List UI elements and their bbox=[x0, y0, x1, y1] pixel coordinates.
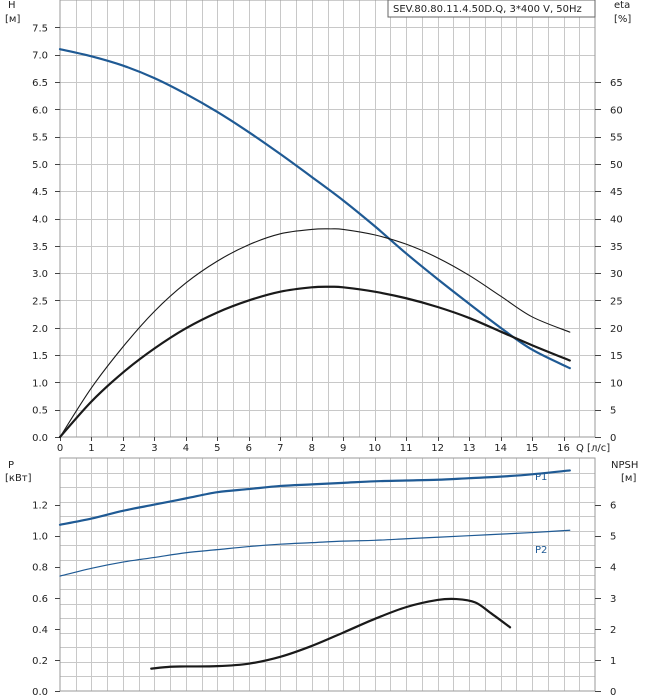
left-tick-label: 3.5 bbox=[32, 242, 48, 253]
right-tick-label: 1 bbox=[610, 656, 616, 667]
x-tick-label: 10 bbox=[368, 443, 381, 454]
left-tick-label: 0.8 bbox=[32, 563, 48, 574]
x-tick-label: 6 bbox=[246, 443, 252, 454]
left-tick-label: 3.0 bbox=[32, 269, 48, 280]
x-tick-label: 4 bbox=[183, 443, 189, 454]
q-axis-unit: Q [л/с] bbox=[576, 443, 610, 454]
left-tick-label: 1.0 bbox=[32, 378, 48, 389]
right-tick-label: 30 bbox=[610, 269, 623, 280]
right-tick-label: 5 bbox=[610, 532, 616, 543]
left-tick-label: 5.0 bbox=[32, 160, 48, 171]
left-tick-label: 2.5 bbox=[32, 296, 48, 307]
x-tick-label: 12 bbox=[431, 443, 444, 454]
left-tick-label: 1.5 bbox=[32, 351, 48, 362]
right-tick-label: 4 bbox=[610, 563, 616, 574]
x-tick-label: 11 bbox=[400, 443, 413, 454]
left-tick-label: 0.6 bbox=[32, 594, 48, 605]
left-tick-label: 0.0 bbox=[32, 687, 48, 698]
right-tick-label: 6 bbox=[610, 501, 616, 512]
right-tick-label: 2 bbox=[610, 625, 616, 636]
p-axis-ticks: 0.0 0.2 0.4 0.6 0.8 1.0 1.2 bbox=[32, 501, 60, 698]
upper-grid bbox=[60, 0, 595, 437]
x-tick-label: 5 bbox=[214, 443, 220, 454]
x-tick-label: 1 bbox=[88, 443, 94, 454]
upper-series-1-curve bbox=[59, 228, 571, 438]
head-efficiency-chart: 0.0 0.5 1.0 1.5 2.0 2.5 3.0 3.5 4.0 4.5 5.0 5.5 6.0 6… bbox=[5, 0, 631, 454]
x-tick-label: 2 bbox=[120, 443, 126, 454]
right-tick-label: 0 bbox=[610, 687, 616, 698]
legend-box bbox=[387, 0, 596, 18]
left-tick-label: 7.0 bbox=[32, 51, 48, 62]
left-tick-label: 0.2 bbox=[32, 656, 48, 667]
upper-plot-frame bbox=[59, 0, 596, 438]
lower-series-2-curve bbox=[150, 597, 512, 670]
p-axis-unit: [кВт] bbox=[5, 473, 32, 484]
h-axis-unit: [м] bbox=[5, 14, 20, 25]
left-tick-label: 5.5 bbox=[32, 133, 48, 144]
left-tick-label: 0.4 bbox=[32, 625, 48, 636]
npsh-axis-unit: [м] bbox=[621, 473, 636, 484]
power-npsh-chart: 0.0 0.2 0.4 0.6 0.8 1.0 1.2 0 1 2 3 4 5 6 P [кВт] NP… bbox=[5, 457, 638, 698]
npsh-axis-ticks: 0 1 2 3 4 5 6 bbox=[595, 501, 616, 698]
left-tick-label: 4.5 bbox=[32, 187, 48, 198]
p2-curve-label: P2 bbox=[535, 545, 547, 556]
x-tick-label: 0 bbox=[57, 443, 63, 454]
right-tick-label: 45 bbox=[610, 187, 623, 198]
right-tick-label: 0 bbox=[610, 433, 616, 444]
npsh-axis-label: NPSH bbox=[611, 460, 638, 471]
right-tick-label: 55 bbox=[610, 133, 623, 144]
upper-series bbox=[58, 48, 571, 439]
right-tick-label: 25 bbox=[610, 296, 623, 307]
right-tick-label: 35 bbox=[610, 242, 623, 253]
lower-plot-frame bbox=[59, 457, 596, 692]
x-tick-label: 3 bbox=[151, 443, 157, 454]
lower-grid bbox=[60, 458, 595, 691]
eta-axis-unit: [%] bbox=[614, 14, 631, 25]
left-tick-label: 1.0 bbox=[32, 532, 48, 543]
right-tick-label: 50 bbox=[610, 160, 623, 171]
p-axis-label: P bbox=[8, 460, 14, 471]
q-axis-ticks: 0 1 2 3 4 5 6 7 8 9 10 11 12 13 14 15 16 bbox=[57, 437, 570, 454]
left-tick-label: 6.5 bbox=[32, 78, 48, 89]
lower-series bbox=[58, 469, 571, 670]
p1-curve bbox=[58, 469, 571, 526]
x-tick-label: 9 bbox=[340, 443, 346, 454]
upper-series-2-curve bbox=[58, 285, 571, 439]
left-tick-label: 7.5 bbox=[32, 23, 48, 34]
h-axis-ticks: 0.0 0.5 1.0 1.5 2.0 2.5 3.0 3.5 4.0 4.5 5.0 5.5 6.0 6… bbox=[32, 23, 60, 444]
legend-pump-model: SEV.80.80.11.4.50D.Q, 3*400 V, 50Hz bbox=[393, 4, 582, 15]
eta-axis-label: eta bbox=[614, 0, 630, 11]
eta-axis-ticks: 0 5 10 15 20 25 30 35 40 45 50 55 60 65 bbox=[595, 78, 623, 444]
x-tick-label: 16 bbox=[557, 443, 570, 454]
left-tick-label: 6.0 bbox=[32, 105, 48, 116]
right-tick-label: 20 bbox=[610, 324, 623, 335]
right-tick-label: 60 bbox=[610, 105, 623, 116]
right-tick-label: 10 bbox=[610, 378, 623, 389]
left-tick-label: 2.0 bbox=[32, 324, 48, 335]
x-tick-label: 7 bbox=[277, 443, 283, 454]
x-tick-label: 14 bbox=[494, 443, 507, 454]
x-tick-label: 8 bbox=[309, 443, 315, 454]
right-tick-label: 65 bbox=[610, 78, 623, 89]
left-tick-label: 0.0 bbox=[32, 433, 48, 444]
left-tick-label: 0.5 bbox=[32, 406, 48, 417]
x-tick-label: 13 bbox=[463, 443, 476, 454]
x-tick-label: 15 bbox=[526, 443, 539, 454]
h-axis-label: H bbox=[8, 0, 16, 11]
right-tick-label: 40 bbox=[610, 215, 623, 226]
right-tick-label: 15 bbox=[610, 351, 623, 362]
p1-curve-label: P1 bbox=[535, 472, 547, 483]
right-tick-label: 3 bbox=[610, 594, 616, 605]
upper-series-0-curve bbox=[58, 48, 571, 370]
right-tick-label: 5 bbox=[610, 406, 616, 417]
left-tick-label: 1.2 bbox=[32, 501, 48, 512]
left-tick-label: 4.0 bbox=[32, 215, 48, 226]
p2-curve bbox=[59, 529, 571, 577]
